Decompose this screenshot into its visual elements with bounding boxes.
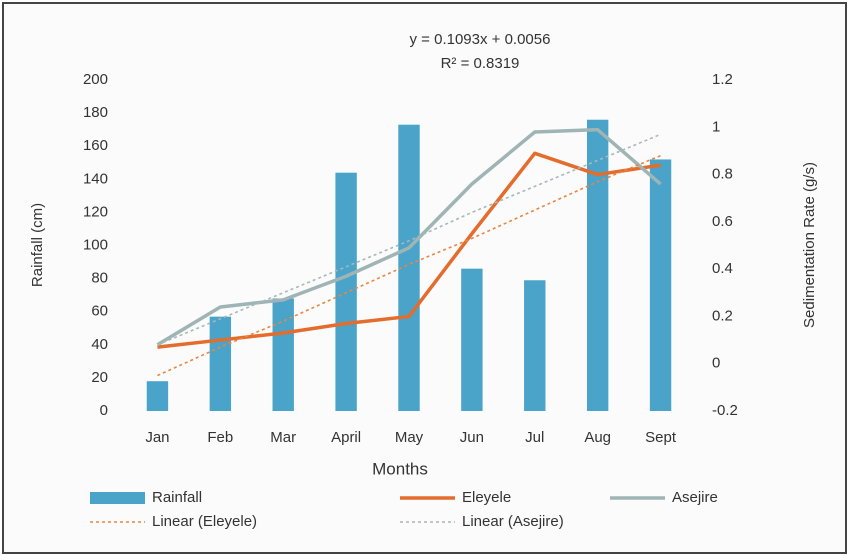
x-tick-label: Jan xyxy=(145,429,169,446)
y2-tick-label: 1.2 xyxy=(712,71,733,88)
y-tick-label: 80 xyxy=(91,270,108,287)
x-tick-label: Jul xyxy=(525,429,544,446)
y-tick-label: 0 xyxy=(100,402,108,419)
x-tick-label: Aug xyxy=(584,429,611,446)
y2-tick-label: -0.2 xyxy=(712,402,738,419)
x-tick-label: May xyxy=(395,429,424,446)
bar xyxy=(209,316,232,411)
y-tick-label: 60 xyxy=(91,303,108,320)
x-tick-label: Sept xyxy=(645,429,677,446)
y-tick-label: 100 xyxy=(83,236,108,253)
legend-label: Asejire xyxy=(672,489,718,506)
y2-tick-label: 1 xyxy=(712,118,720,135)
bar xyxy=(146,381,169,411)
x-axis-title: Months xyxy=(372,459,428,478)
bar xyxy=(649,159,672,411)
y2-tick-label: 0.4 xyxy=(712,260,733,277)
y-axis-title: Rainfall (cm) xyxy=(29,203,46,287)
y2-tick-label: 0 xyxy=(712,355,720,372)
bar xyxy=(272,298,294,411)
trend-equation: y = 0.1093x + 0.0056 xyxy=(410,31,551,48)
bar xyxy=(461,268,483,411)
x-tick-label: Jun xyxy=(460,429,484,446)
legend-label: Eleyele xyxy=(462,489,511,506)
bar xyxy=(586,119,609,411)
line xyxy=(156,127,662,347)
trend-line xyxy=(157,133,661,346)
r-squared: R² = 0.8319 xyxy=(441,55,520,72)
y-tick-label: 140 xyxy=(83,170,108,187)
x-tick-label: April xyxy=(331,429,361,446)
y-tick-label: 20 xyxy=(91,369,108,386)
legend-label: Linear (Eleyele) xyxy=(152,513,257,530)
legend-label: Rainfall xyxy=(152,489,202,506)
legend-label: Linear (Asejire) xyxy=(462,513,564,530)
x-tick-label: Mar xyxy=(270,429,296,446)
y2-axis-title: Sedimentation Rate (g/s) xyxy=(801,162,818,328)
trend-line xyxy=(157,154,661,377)
bar xyxy=(335,172,357,411)
y-tick-label: 200 xyxy=(83,71,108,88)
bar xyxy=(398,124,420,411)
legend-swatch xyxy=(90,492,145,504)
y2-tick-label: 0.6 xyxy=(712,213,733,230)
y-tick-label: 120 xyxy=(83,203,108,220)
y-tick-label: 160 xyxy=(83,137,108,154)
bar xyxy=(524,280,546,411)
y-tick-label: 180 xyxy=(83,104,108,121)
y2-tick-label: 0.8 xyxy=(712,166,733,183)
y2-tick-label: 0.2 xyxy=(712,307,733,324)
y-tick-label: 40 xyxy=(91,336,108,353)
x-tick-label: Feb xyxy=(207,429,233,446)
